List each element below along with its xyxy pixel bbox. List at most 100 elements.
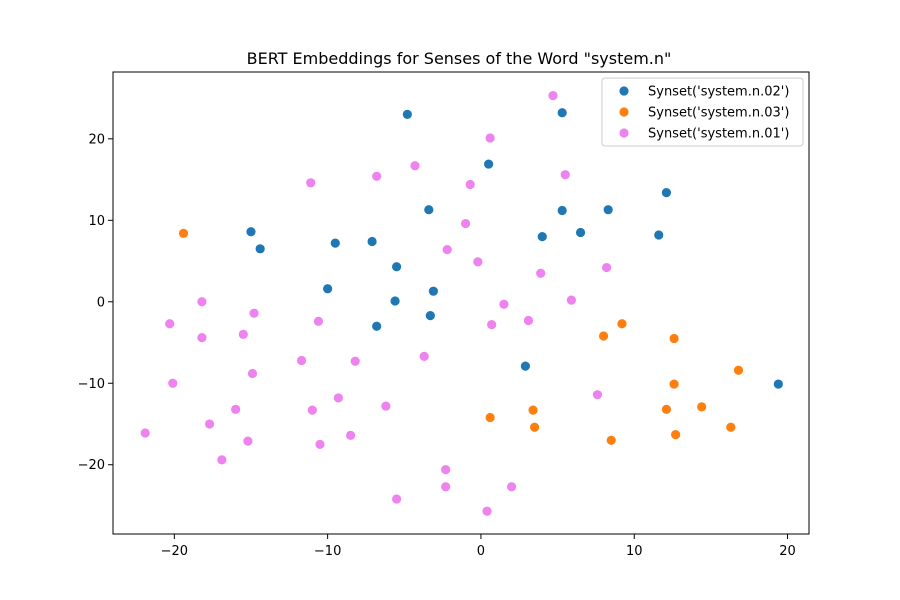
- data-point: [506, 482, 517, 492]
- y-tick-label: −10: [78, 377, 105, 392]
- legend-marker: [619, 128, 629, 138]
- legend-label: Synset('system.n.02'): [648, 85, 789, 100]
- data-point: [333, 393, 343, 403]
- data-point: [217, 455, 227, 465]
- data-point: [566, 295, 576, 305]
- data-point: [238, 329, 248, 339]
- data-point: [654, 230, 664, 240]
- data-point: [425, 311, 435, 321]
- data-point: [661, 187, 672, 198]
- data-point: [367, 236, 377, 247]
- y-axis: −20 −10 0 10 20: [78, 132, 113, 473]
- data-point: [460, 218, 471, 229]
- data-point: [315, 439, 325, 449]
- y-tick-label: −20: [78, 458, 105, 473]
- data-point: [372, 171, 382, 181]
- x-tick-label: 0: [477, 544, 485, 559]
- data-point: [441, 482, 451, 492]
- axes-frame: [112, 71, 810, 535]
- data-point: [548, 91, 558, 101]
- data-point: [557, 205, 567, 216]
- data-point: [255, 244, 265, 254]
- legend-label: Synset('system.n.01'): [648, 127, 789, 142]
- series-3: [140, 91, 612, 516]
- data-point: [603, 205, 613, 215]
- data-point: [381, 401, 391, 411]
- data-point: [402, 109, 412, 119]
- data-point: [296, 355, 307, 366]
- data-points: [140, 91, 783, 516]
- data-point: [669, 333, 679, 344]
- data-point: [487, 319, 497, 330]
- data-point: [575, 227, 586, 238]
- data-point: [243, 436, 253, 446]
- data-point: [606, 435, 616, 445]
- data-point: [249, 308, 259, 318]
- data-point: [671, 429, 681, 440]
- data-point: [528, 405, 538, 415]
- data-point: [520, 361, 530, 371]
- series-2: [178, 228, 744, 445]
- data-point: [419, 351, 429, 361]
- data-point: [669, 379, 679, 389]
- data-point: [523, 315, 534, 326]
- data-point: [733, 365, 744, 375]
- data-point: [428, 286, 439, 296]
- y-tick-label: 20: [88, 132, 105, 147]
- data-point: [168, 378, 178, 388]
- data-point: [592, 390, 603, 400]
- legend-marker: [619, 86, 629, 96]
- data-point: [392, 494, 402, 504]
- y-tick-label: 0: [97, 295, 105, 310]
- data-point: [661, 404, 672, 414]
- data-point: [346, 430, 356, 441]
- data-point: [410, 161, 420, 171]
- data-point: [313, 316, 324, 326]
- data-point: [442, 245, 452, 255]
- data-point: [441, 465, 451, 475]
- data-point: [598, 331, 609, 341]
- data-point: [350, 356, 360, 366]
- data-point: [247, 368, 258, 379]
- data-point: [165, 319, 175, 329]
- data-point: [390, 296, 400, 306]
- legend-label: Synset('system.n.03'): [648, 106, 789, 121]
- data-point: [424, 205, 434, 215]
- series-1: [246, 108, 783, 389]
- x-tick-label: −10: [314, 544, 341, 559]
- legend: Synset('system.n.02') Synset('system.n.03…: [601, 77, 804, 147]
- data-point: [392, 262, 402, 272]
- legend-box: [601, 77, 804, 147]
- x-tick-label: 20: [779, 544, 796, 559]
- y-tick-label: 10: [88, 214, 105, 229]
- data-point: [307, 405, 317, 415]
- data-point: [306, 178, 316, 188]
- plot-area: [112, 71, 810, 535]
- data-point: [726, 422, 736, 432]
- data-point: [323, 284, 333, 294]
- data-point: [197, 333, 207, 343]
- data-point: [529, 422, 540, 432]
- data-point: [482, 506, 492, 516]
- data-point: [499, 299, 509, 309]
- chart-title: BERT Embeddings for Senses of the Word "…: [247, 49, 672, 68]
- x-tick-label: −20: [161, 544, 188, 559]
- data-point: [773, 379, 783, 389]
- data-point: [697, 402, 707, 412]
- data-point: [560, 170, 570, 180]
- data-point: [330, 238, 340, 248]
- data-point: [140, 428, 150, 438]
- data-point: [602, 262, 612, 273]
- data-point: [617, 319, 627, 329]
- x-axis: −20 −10 0 10 20: [161, 534, 796, 559]
- data-point: [197, 297, 207, 307]
- x-tick-label: 10: [626, 544, 643, 559]
- data-point: [536, 268, 546, 278]
- legend-marker: [619, 107, 629, 117]
- data-point: [178, 228, 189, 238]
- data-point: [465, 179, 475, 190]
- data-point: [485, 133, 495, 143]
- data-point: [204, 419, 215, 429]
- data-point: [537, 231, 547, 242]
